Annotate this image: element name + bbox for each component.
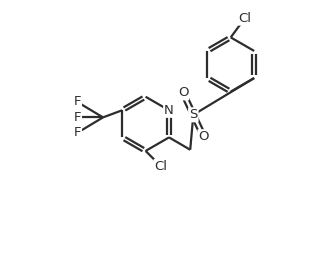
Text: Cl: Cl [155, 160, 168, 173]
Text: F: F [74, 111, 81, 124]
Text: N: N [164, 104, 174, 117]
Text: F: F [74, 126, 81, 139]
Text: Cl: Cl [238, 12, 251, 25]
Text: O: O [178, 86, 188, 99]
Text: O: O [198, 130, 209, 143]
Text: F: F [74, 95, 81, 108]
Text: S: S [189, 108, 197, 121]
